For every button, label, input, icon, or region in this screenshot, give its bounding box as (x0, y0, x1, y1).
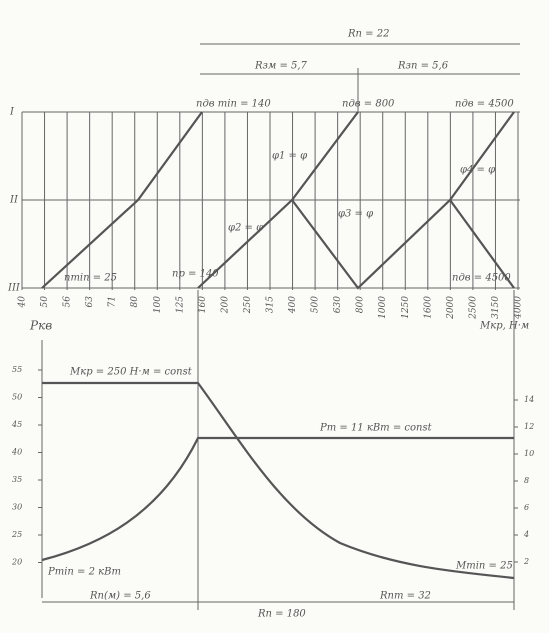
scale-label: 1000 (378, 296, 388, 319)
scale-label: 250 (243, 296, 253, 314)
scale-label: 500 (311, 296, 321, 313)
scale-label: 125 (175, 296, 185, 313)
right-tick-label: 12 (524, 422, 534, 431)
top-label: nдв = 800 (342, 99, 395, 110)
scale-label: 800 (356, 296, 366, 313)
top-label: φ1 = φ (272, 151, 307, 162)
curve-label: Pm = 11 кВт = const (319, 423, 433, 434)
row-label: II (9, 195, 19, 206)
row-label: I (9, 107, 15, 118)
left-tick-label: 55 (12, 365, 22, 374)
grid (21, 111, 520, 290)
dim-label: Rn = 180 (257, 609, 306, 620)
scale-labels: 40 50 56 63 71 80 100 125 160 200 250 315 400 500 630 8… (18, 296, 524, 320)
dim-right: Rзп = 5,6 (397, 61, 449, 72)
scale-label: 3150 (491, 296, 501, 319)
right-tick-label: 14 (524, 395, 534, 404)
right-tick-label: 2 (523, 557, 529, 566)
curves (41, 381, 515, 580)
curve-label: Mкр = 250 Н·м = const (69, 367, 193, 378)
left-tick-label: 30 (12, 503, 22, 512)
dimension-lines (200, 43, 520, 112)
right-tick-label: 10 (524, 449, 534, 458)
axis-title: Mкр, Н·м (479, 321, 529, 332)
top-label: nдв min = 140 (196, 99, 271, 110)
curve-label: Pmin = 2 кВт (47, 567, 121, 578)
scale-label: 400 (288, 296, 298, 314)
right-ticks: 14 12 10 8 6 4 2 (514, 395, 534, 566)
top-label: np = 140 (172, 269, 219, 280)
left-tick-label: 45 (11, 420, 22, 429)
left-tick-label: 50 (12, 393, 22, 402)
scale-label: 1250 (401, 296, 411, 319)
left-tick-label: 35 (12, 475, 22, 484)
dim-total: Rn = 22 (347, 29, 389, 40)
dim-label: Rnm = 32 (379, 591, 431, 602)
scale-label: 630 (333, 296, 343, 313)
scale-label: 80 (130, 296, 140, 308)
dim-left: Rзм = 5,7 (254, 61, 308, 72)
dim-label: Rn(м) = 5,6 (89, 591, 151, 602)
scale-label: 100 (153, 296, 163, 313)
lower-frame (41, 290, 515, 610)
speed-rays (41, 111, 515, 290)
left-ticks: 55 50 45 40 35 30 25 20 (11, 365, 42, 567)
right-tick-label: 8 (524, 476, 529, 485)
scale-label: 40 (18, 296, 28, 309)
scale-label: 1600 (423, 296, 433, 319)
curve-label: Mmin = 25 (455, 561, 513, 572)
scale-label: 71 (108, 296, 118, 307)
top-label: nдв = 4500 (455, 99, 514, 110)
top-label: φ2 = φ (228, 223, 263, 234)
top-label: nmin = 25 (64, 273, 117, 284)
scale-label: 160 (198, 296, 208, 313)
left-tick-label: 20 (11, 558, 22, 567)
top-label: φ3 = φ (338, 209, 373, 220)
scale-label: 315 (266, 296, 276, 313)
top-label: φ4 = φ (460, 165, 495, 176)
scale-label: 200 (220, 296, 230, 314)
right-tick-label: 4 (523, 530, 529, 539)
right-tick-label: 6 (524, 503, 529, 512)
scale-label: 2000 (446, 296, 456, 320)
top-label: nдв = 4500 (452, 273, 511, 284)
axis-title: Pкв (29, 319, 52, 333)
left-tick-label: 40 (11, 448, 22, 457)
left-tick-label: 25 (11, 530, 22, 539)
scale-label: 2500 (468, 296, 478, 320)
scale-label: 56 (63, 296, 73, 308)
scale-label: 63 (85, 296, 95, 308)
scale-label: 4000 (514, 296, 524, 320)
scale-label: 50 (40, 296, 50, 308)
row-label: III (7, 283, 21, 294)
